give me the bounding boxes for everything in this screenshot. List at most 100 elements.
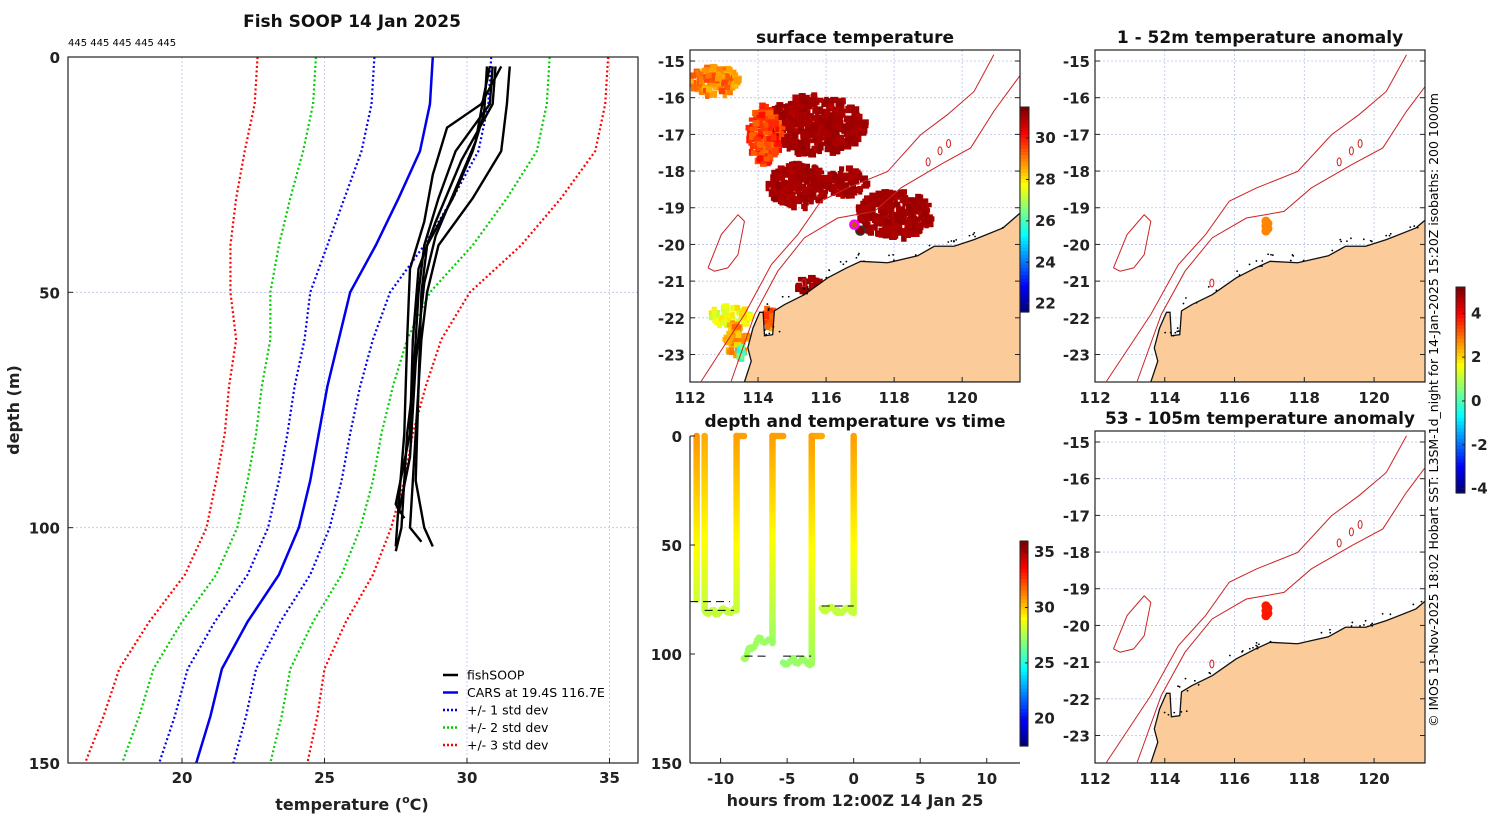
colorbar-segment [1456,420,1465,425]
sst-pixel [736,318,741,324]
reef-speck [950,240,953,242]
sst-pixel [775,126,780,132]
legend-label: +/- 3 std dev [467,738,549,753]
sst-pixel [900,209,908,214]
sst-pixel [710,81,718,87]
sst-pixel [889,231,894,238]
sst-pixel [791,180,800,187]
y-tick-label: 50 [661,537,682,555]
colorbar-segment [1020,199,1029,204]
reef-speck [1385,234,1388,237]
sst-pixel [897,206,904,214]
sst-pixel [835,121,843,129]
sst-pixel [733,350,739,359]
colorbar-segment [1020,602,1028,607]
colorbar-segment [1456,338,1465,343]
lon-tick-label: 118 [1289,770,1320,788]
sst-pixel [842,172,849,179]
sst-pixel [709,72,716,81]
colorbar-segment [1020,705,1028,710]
x-tick-label: 25 [314,769,335,787]
sst-pixel [726,339,733,345]
lat-tick-label: -23 [1063,727,1090,745]
colorbar-segment [1020,223,1029,228]
sst-pixel [800,99,809,105]
sst-pixel [730,327,737,332]
colorbar-segment [1020,178,1029,183]
sst-pixel [720,319,728,326]
reef-speck [763,329,766,331]
colorbar-segment [1020,127,1029,132]
sst-pixel [829,100,835,106]
lon-tick-label: 112 [1079,389,1110,407]
reef-speck [825,276,828,279]
colorbar-segment [1456,438,1465,443]
colorbar-segment [1020,253,1029,258]
sst-pixel [831,172,838,180]
sst-pixel [907,230,913,238]
colorbar-segment [1020,243,1029,248]
colorbar-segment [1020,715,1028,720]
colorbar-tick-label: 4 [1471,304,1481,322]
sst-pixel [810,178,817,186]
colorbar-tick-label: 20 [1034,709,1055,727]
sst-pixel [910,216,919,222]
colorbar-segment [1456,414,1465,419]
colorbar-segment [1456,317,1465,322]
sst-pixel [748,117,754,122]
colorbar-segment [1020,212,1029,217]
colorbar-segment [1020,168,1029,173]
x-axis-label: hours from 12:00Z 14 Jan 25 [727,791,984,810]
reef-speck [1389,232,1392,235]
colorbar-segment [1020,636,1028,641]
sst-pixel [916,226,922,235]
lat-tick-label: -16 [658,90,685,108]
sst-pixel [884,218,892,226]
cars-std1-plus-line [232,56,493,764]
reef-speck [1291,254,1294,256]
colorbar-segment [1456,379,1465,384]
colorbar-segment [1020,619,1028,624]
depth-time-chart [689,432,1020,764]
reef-speck [1255,647,1258,650]
sst-pixel [776,102,784,108]
map-area [690,50,1020,382]
lat-tick-label: -22 [1063,691,1090,709]
colorbar-segment [1020,192,1029,197]
lat-tick-label: -15 [1063,434,1090,452]
lat-tick-label: -21 [1063,273,1090,291]
colorbar-segment [1020,541,1028,546]
colorbar-segment [1020,718,1028,723]
sst-pixel [851,130,859,137]
colorbar-segment [1020,130,1029,135]
reef-speck [1362,238,1365,241]
lat-tick-label: -19 [1063,581,1090,599]
sst-pixel [801,276,807,283]
sst-pixel [785,194,791,201]
sst-pixel [885,225,894,233]
shoal-outline [1336,538,1342,548]
sst-pixel [803,281,808,288]
colorbar-segment [1020,161,1029,166]
sst-pixel [862,180,871,188]
colorbar-segment [1020,561,1028,566]
lat-tick-label: -18 [1063,544,1090,562]
reef-speck [863,260,865,263]
anomaly-colorbar [1455,286,1466,494]
reef-speck [1369,239,1372,242]
sst-pixel [912,200,918,208]
lat-tick-label: -21 [1063,654,1090,672]
sst-pixel [757,128,766,136]
reef-speck [1176,327,1179,329]
sst-pixel [804,100,811,109]
sst-pixel [825,115,833,123]
sst-pixel [749,123,755,128]
track-point [740,432,748,440]
sst-pixel [915,194,924,203]
sst-pixel [719,88,726,95]
reef-speck [1184,677,1187,680]
colorbar-segment [1020,694,1028,699]
colorbar-segment [1020,739,1028,744]
sst-pixel [804,177,811,185]
sst-pixel [788,143,795,150]
